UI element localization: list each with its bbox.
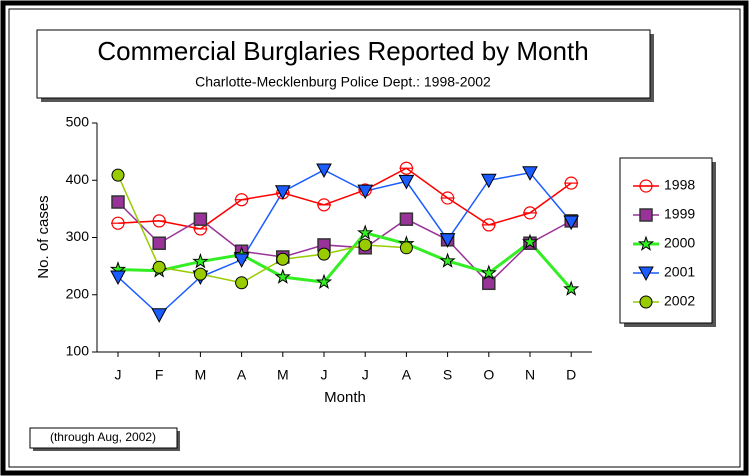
data-point [563, 215, 580, 231]
data-point [399, 241, 413, 255]
data-point [111, 168, 125, 182]
x-tick-label: O [483, 367, 494, 383]
x-tick-label: S [443, 367, 452, 383]
x-tick-label: A [237, 367, 247, 383]
series-line [117, 169, 572, 316]
legend-marker [639, 179, 653, 193]
x-tick-label: N [525, 367, 535, 383]
x-tick-label: A [402, 367, 412, 383]
legend-label: 2000 [664, 235, 695, 251]
legend-label: 1998 [664, 177, 695, 193]
data-point [274, 185, 291, 200]
data-point [317, 198, 331, 212]
legend-label: 2001 [664, 264, 695, 280]
data-point [482, 218, 496, 232]
y-tick-label: 200 [66, 285, 90, 301]
data-point [439, 233, 456, 248]
title-box [36, 29, 651, 99]
x-tick-label: M [195, 367, 207, 383]
inner-frame [8, 8, 741, 468]
x-tick-label: J [115, 367, 122, 383]
legend-marker [639, 208, 653, 222]
data-point [193, 267, 207, 281]
data-point [111, 195, 125, 209]
chart-subtitle: Charlotte-Mecklenburg Police Dept.: 1998… [195, 74, 491, 90]
data-point [441, 191, 455, 205]
data-point [564, 176, 578, 190]
data-point [480, 173, 497, 189]
data-point [357, 184, 374, 200]
legend-label: 2002 [664, 293, 695, 309]
note-box [29, 427, 178, 449]
y-tick-label: 300 [66, 228, 90, 244]
data-point [151, 308, 168, 323]
data-point [274, 268, 291, 284]
x-tick-label: J [362, 367, 369, 383]
y-tick-label: 500 [66, 114, 90, 130]
series-line [117, 231, 573, 291]
data-point [521, 233, 539, 249]
data-point [152, 236, 166, 250]
data-point [563, 280, 580, 296]
data-point [317, 247, 331, 261]
y-tick-label: 100 [66, 343, 90, 359]
data-point [316, 163, 332, 178]
data-point [398, 174, 415, 190]
data-point [523, 206, 537, 220]
data-point [358, 238, 372, 252]
x-axis-label: Month [324, 389, 366, 406]
data-point [233, 253, 250, 268]
legend-marker [639, 295, 653, 309]
legend-label: 1999 [664, 206, 695, 222]
legend-marker [638, 266, 654, 282]
series-line [117, 201, 572, 285]
data-point [315, 273, 333, 290]
data-point [439, 252, 456, 268]
data-point [110, 270, 126, 286]
series-line [117, 167, 572, 230]
data-point [276, 252, 290, 266]
data-point [399, 212, 414, 226]
data-point [357, 224, 374, 240]
y-tick-label: 400 [66, 171, 90, 187]
x-tick-label: J [321, 367, 328, 383]
data-point [399, 161, 413, 175]
annotation: (through Aug, 2002) [50, 430, 156, 444]
y-axis-label: No. of cases [35, 195, 52, 278]
x-tick-label: M [277, 367, 289, 383]
data-point [111, 216, 125, 230]
data-point [193, 212, 208, 226]
x-tick-label: D [566, 367, 576, 383]
data-point [152, 214, 166, 228]
chart-title: Commercial Burglaries Reported by Month [97, 36, 588, 66]
data-point [522, 166, 538, 181]
data-point [235, 276, 249, 290]
data-point [482, 276, 496, 291]
data-point [235, 193, 249, 207]
x-tick-label: F [155, 367, 164, 383]
data-point [480, 264, 497, 280]
data-point [152, 260, 166, 274]
legend-marker [637, 235, 655, 251]
data-point [192, 252, 209, 269]
